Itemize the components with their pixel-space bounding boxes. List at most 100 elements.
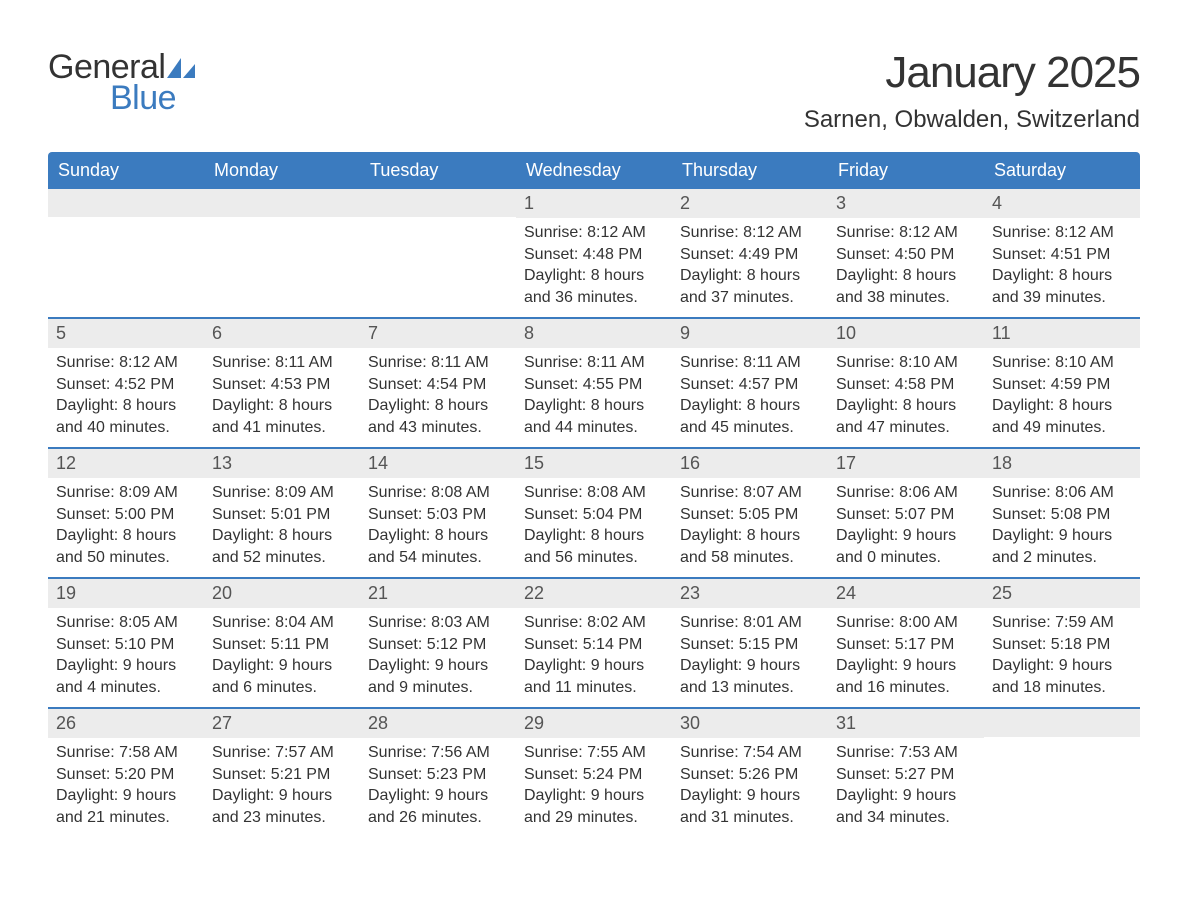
day-content: Sunrise: 7:59 AMSunset: 5:18 PMDaylight:… (984, 608, 1140, 706)
day-number: 30 (672, 709, 828, 738)
day-line: Sunset: 5:17 PM (836, 634, 976, 656)
day-line: and 54 minutes. (368, 547, 508, 569)
day-line: Daylight: 8 hours (368, 395, 508, 417)
day-line: Daylight: 8 hours (524, 525, 664, 547)
day-line: Daylight: 8 hours (56, 395, 196, 417)
day-line: Sunset: 5:27 PM (836, 764, 976, 786)
day-content (48, 217, 204, 229)
calendar-cell: 26Sunrise: 7:58 AMSunset: 5:20 PMDayligh… (48, 709, 204, 837)
weeks-container: 1Sunrise: 8:12 AMSunset: 4:48 PMDaylight… (48, 189, 1140, 837)
day-line: Daylight: 9 hours (836, 655, 976, 677)
title-block: January 2025 Sarnen, Obwalden, Switzerla… (804, 48, 1140, 134)
day-line: and 16 minutes. (836, 677, 976, 699)
day-number: 6 (204, 319, 360, 348)
day-number: 19 (48, 579, 204, 608)
day-line: and 39 minutes. (992, 287, 1132, 309)
calendar-cell: 2Sunrise: 8:12 AMSunset: 4:49 PMDaylight… (672, 189, 828, 317)
day-line: and 23 minutes. (212, 807, 352, 829)
day-number: 16 (672, 449, 828, 478)
calendar-cell: 31Sunrise: 7:53 AMSunset: 5:27 PMDayligh… (828, 709, 984, 837)
calendar-cell (360, 189, 516, 317)
day-line: Sunset: 4:57 PM (680, 374, 820, 396)
day-content: Sunrise: 7:55 AMSunset: 5:24 PMDaylight:… (516, 738, 672, 836)
day-line: Daylight: 8 hours (212, 525, 352, 547)
weekday-header: Monday (204, 152, 360, 189)
day-line: Sunrise: 8:03 AM (368, 612, 508, 634)
day-line: and 18 minutes. (992, 677, 1132, 699)
day-line: Sunset: 4:51 PM (992, 244, 1132, 266)
day-line: Sunrise: 8:12 AM (680, 222, 820, 244)
flag-icon (167, 58, 195, 78)
day-number: 26 (48, 709, 204, 738)
day-number: 28 (360, 709, 516, 738)
day-line: Sunrise: 8:11 AM (368, 352, 508, 374)
day-line: Daylight: 8 hours (368, 525, 508, 547)
day-content: Sunrise: 7:56 AMSunset: 5:23 PMDaylight:… (360, 738, 516, 836)
day-content: Sunrise: 7:54 AMSunset: 5:26 PMDaylight:… (672, 738, 828, 836)
calendar-cell: 7Sunrise: 8:11 AMSunset: 4:54 PMDaylight… (360, 319, 516, 447)
day-content: Sunrise: 8:06 AMSunset: 5:07 PMDaylight:… (828, 478, 984, 576)
day-content: Sunrise: 8:10 AMSunset: 4:58 PMDaylight:… (828, 348, 984, 446)
day-line: Daylight: 9 hours (212, 655, 352, 677)
day-line: Sunrise: 8:11 AM (680, 352, 820, 374)
day-number: 15 (516, 449, 672, 478)
calendar-cell: 5Sunrise: 8:12 AMSunset: 4:52 PMDaylight… (48, 319, 204, 447)
day-line: Daylight: 8 hours (836, 265, 976, 287)
calendar-cell: 14Sunrise: 8:08 AMSunset: 5:03 PMDayligh… (360, 449, 516, 577)
day-line: Sunrise: 7:55 AM (524, 742, 664, 764)
calendar-cell: 30Sunrise: 7:54 AMSunset: 5:26 PMDayligh… (672, 709, 828, 837)
day-line: and 41 minutes. (212, 417, 352, 439)
day-line: Daylight: 9 hours (56, 785, 196, 807)
calendar-cell: 29Sunrise: 7:55 AMSunset: 5:24 PMDayligh… (516, 709, 672, 837)
calendar-cell: 3Sunrise: 8:12 AMSunset: 4:50 PMDaylight… (828, 189, 984, 317)
day-number: 12 (48, 449, 204, 478)
day-line: Sunset: 5:12 PM (368, 634, 508, 656)
day-line: and 31 minutes. (680, 807, 820, 829)
day-line: and 13 minutes. (680, 677, 820, 699)
day-line: and 50 minutes. (56, 547, 196, 569)
day-content: Sunrise: 8:02 AMSunset: 5:14 PMDaylight:… (516, 608, 672, 706)
day-line: Sunset: 5:07 PM (836, 504, 976, 526)
day-line: Daylight: 9 hours (56, 655, 196, 677)
calendar-cell: 23Sunrise: 8:01 AMSunset: 5:15 PMDayligh… (672, 579, 828, 707)
day-line: and 47 minutes. (836, 417, 976, 439)
day-line: Sunrise: 7:54 AM (680, 742, 820, 764)
day-line: Sunset: 5:10 PM (56, 634, 196, 656)
day-line: Sunrise: 8:05 AM (56, 612, 196, 634)
day-line: Sunset: 5:01 PM (212, 504, 352, 526)
day-line: Daylight: 9 hours (680, 655, 820, 677)
day-number: 23 (672, 579, 828, 608)
day-line: Daylight: 8 hours (680, 395, 820, 417)
calendar-cell: 24Sunrise: 8:00 AMSunset: 5:17 PMDayligh… (828, 579, 984, 707)
weekday-header: Friday (828, 152, 984, 189)
day-number: 7 (360, 319, 516, 348)
day-line: Sunset: 4:58 PM (836, 374, 976, 396)
day-line: Sunset: 4:50 PM (836, 244, 976, 266)
day-line: Sunset: 5:15 PM (680, 634, 820, 656)
day-line: Sunrise: 8:06 AM (992, 482, 1132, 504)
day-line: and 40 minutes. (56, 417, 196, 439)
day-line: Sunrise: 8:08 AM (524, 482, 664, 504)
day-line: Sunrise: 8:10 AM (992, 352, 1132, 374)
day-number: 11 (984, 319, 1140, 348)
day-content: Sunrise: 8:00 AMSunset: 5:17 PMDaylight:… (828, 608, 984, 706)
day-line: Sunset: 4:55 PM (524, 374, 664, 396)
day-line: Sunset: 5:14 PM (524, 634, 664, 656)
calendar-cell: 27Sunrise: 7:57 AMSunset: 5:21 PMDayligh… (204, 709, 360, 837)
day-line: Sunrise: 8:02 AM (524, 612, 664, 634)
day-content: Sunrise: 8:03 AMSunset: 5:12 PMDaylight:… (360, 608, 516, 706)
day-line: Daylight: 8 hours (992, 265, 1132, 287)
day-line: Daylight: 9 hours (836, 785, 976, 807)
calendar-cell: 8Sunrise: 8:11 AMSunset: 4:55 PMDaylight… (516, 319, 672, 447)
day-line: and 4 minutes. (56, 677, 196, 699)
month-title: January 2025 (804, 48, 1140, 98)
calendar-cell: 4Sunrise: 8:12 AMSunset: 4:51 PMDaylight… (984, 189, 1140, 317)
day-line: Daylight: 8 hours (56, 525, 196, 547)
day-line: Sunrise: 8:12 AM (524, 222, 664, 244)
day-line: Daylight: 9 hours (836, 525, 976, 547)
day-number: 21 (360, 579, 516, 608)
day-line: Sunrise: 8:09 AM (212, 482, 352, 504)
day-content: Sunrise: 7:57 AMSunset: 5:21 PMDaylight:… (204, 738, 360, 836)
day-line: and 29 minutes. (524, 807, 664, 829)
day-number: 18 (984, 449, 1140, 478)
